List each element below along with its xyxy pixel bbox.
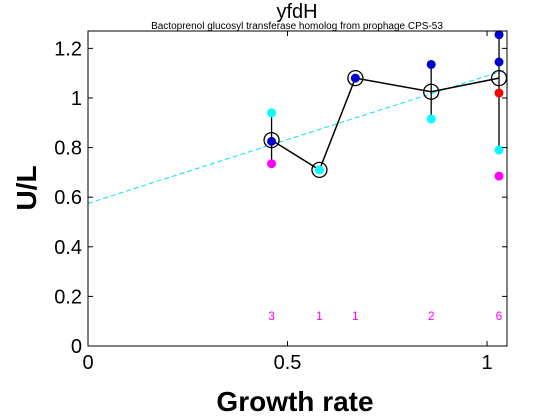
data-point xyxy=(494,30,504,40)
axes-frame xyxy=(87,30,508,347)
chart-subtitle: Bactoprenol glucosyl transferase homolog… xyxy=(151,21,443,32)
chart-title: yfdH xyxy=(276,1,317,23)
y-tick-label: 0.2 xyxy=(54,286,82,308)
axis-ticks: 0 0.5 1 0 0.2 0.4 0.6 0.8 1 1.2 xyxy=(54,31,507,374)
data-point xyxy=(426,114,436,124)
y-axis-label: U/L xyxy=(11,165,42,210)
data-point xyxy=(494,171,504,181)
y-tick-label: 0.8 xyxy=(54,138,82,160)
mean-marker xyxy=(347,69,364,87)
mean-marker xyxy=(311,161,328,179)
fit-line xyxy=(87,68,508,204)
sample-count-label: 6 xyxy=(496,309,503,323)
data-point xyxy=(494,88,504,98)
data-point xyxy=(314,165,324,175)
y-tick-label: 1.2 xyxy=(54,38,82,60)
data-point xyxy=(267,159,277,169)
data-point xyxy=(267,108,277,118)
sample-count-label: 2 xyxy=(428,309,435,323)
x-tick-label: 0.5 xyxy=(274,352,302,374)
data-point xyxy=(494,57,504,67)
mean-line xyxy=(271,77,500,172)
sample-count-label: 3 xyxy=(268,309,275,323)
sample-count-label: 1 xyxy=(352,309,359,323)
y-tick-label: 0.6 xyxy=(54,187,82,209)
mean-marker xyxy=(423,83,440,100)
data-point xyxy=(426,59,436,69)
x-tick-label: 0 xyxy=(82,352,93,374)
y-tick-label: 0 xyxy=(71,336,82,358)
mean-marker xyxy=(263,131,280,149)
data-point xyxy=(350,73,360,83)
y-tick-label: 1 xyxy=(71,88,82,110)
y-tick-label: 0.4 xyxy=(54,237,82,259)
data-point xyxy=(267,136,277,146)
x-axis-label: Growth rate xyxy=(216,386,373,417)
data-point xyxy=(494,145,504,155)
x-tick-label: 1 xyxy=(481,352,492,374)
sample-count-label: 1 xyxy=(316,309,323,323)
plot-area: 3 1 1 2 6 xyxy=(87,30,508,323)
